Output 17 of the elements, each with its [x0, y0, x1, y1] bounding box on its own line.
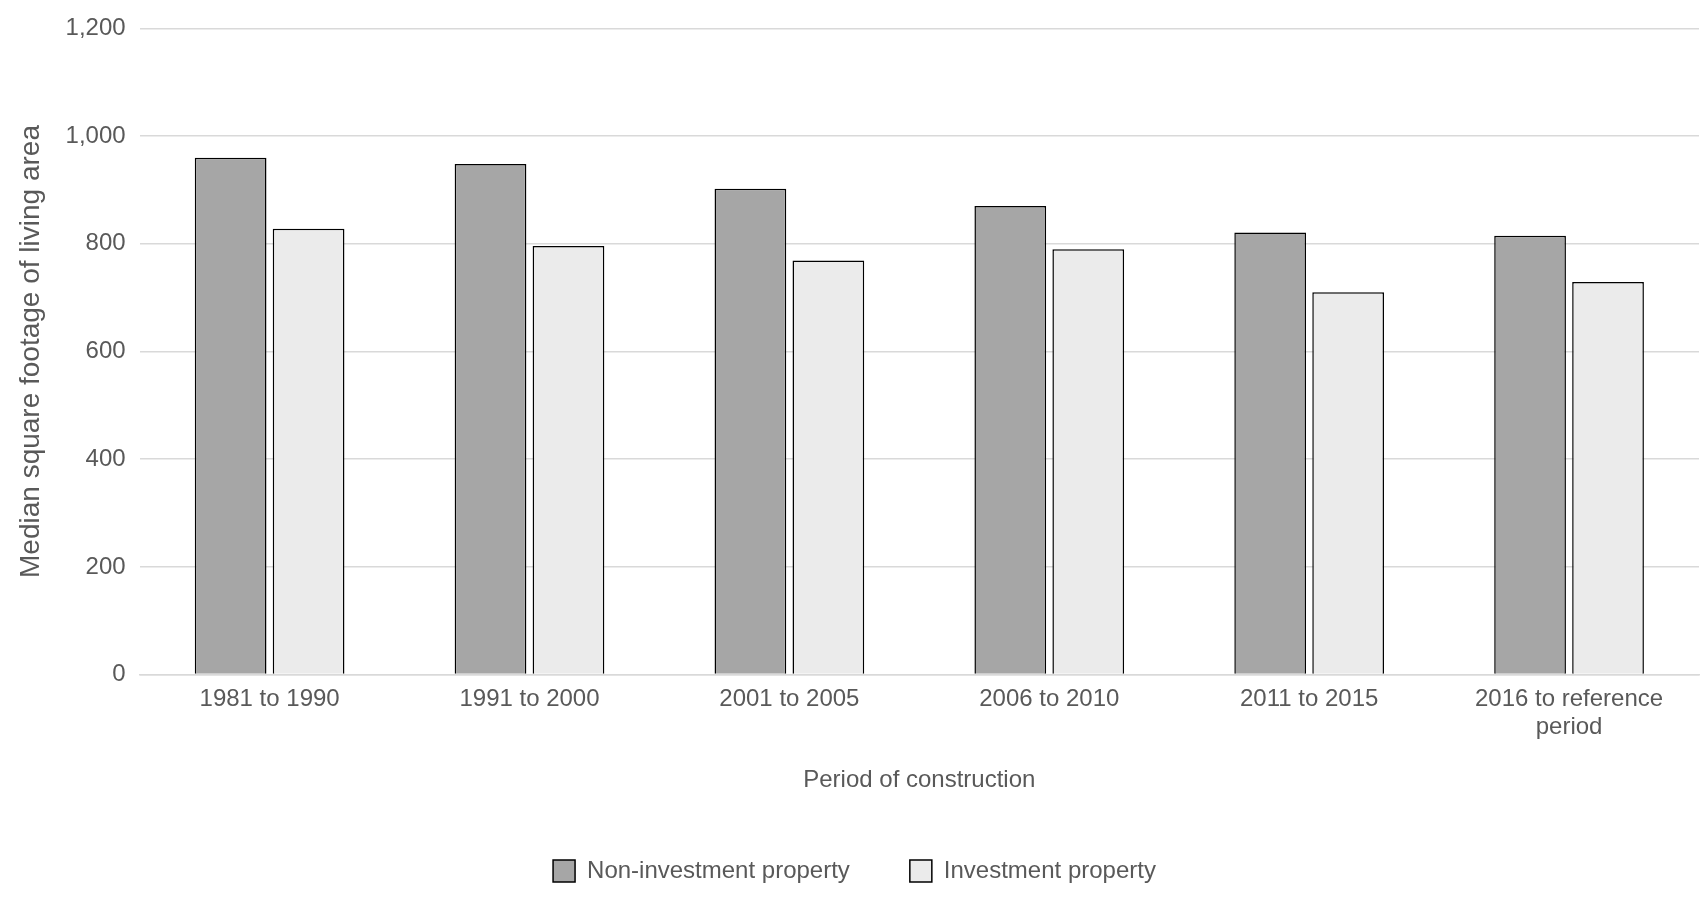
y-tick-label: 600: [85, 336, 126, 364]
y-tick-label: 400: [85, 443, 126, 471]
x-axis-title: Period of construction: [803, 765, 1036, 793]
x-tick-label: 1991 to 2000: [459, 683, 600, 711]
x-tick-label: 2011 to 2015: [1239, 683, 1379, 711]
legend-label: Investment property: [943, 855, 1156, 883]
x-tick-label: 2016 to reference period: [1474, 683, 1664, 740]
y-tick-label: 200: [85, 551, 126, 579]
y-tick-label: 0: [112, 659, 126, 687]
x-tick-label: 1981 to 1990: [199, 683, 340, 711]
x-tick-label: 2001 to 2005: [719, 683, 860, 711]
y-axis-title: Median square footage of living area: [13, 124, 45, 578]
x-tick-label: 2006 to 2010: [979, 683, 1120, 711]
y-tick-label: 1,000: [65, 120, 126, 148]
y-tick-label: 800: [85, 228, 126, 256]
legend-label: Non-investment property: [587, 855, 850, 883]
y-tick-label: 1,200: [65, 13, 126, 41]
